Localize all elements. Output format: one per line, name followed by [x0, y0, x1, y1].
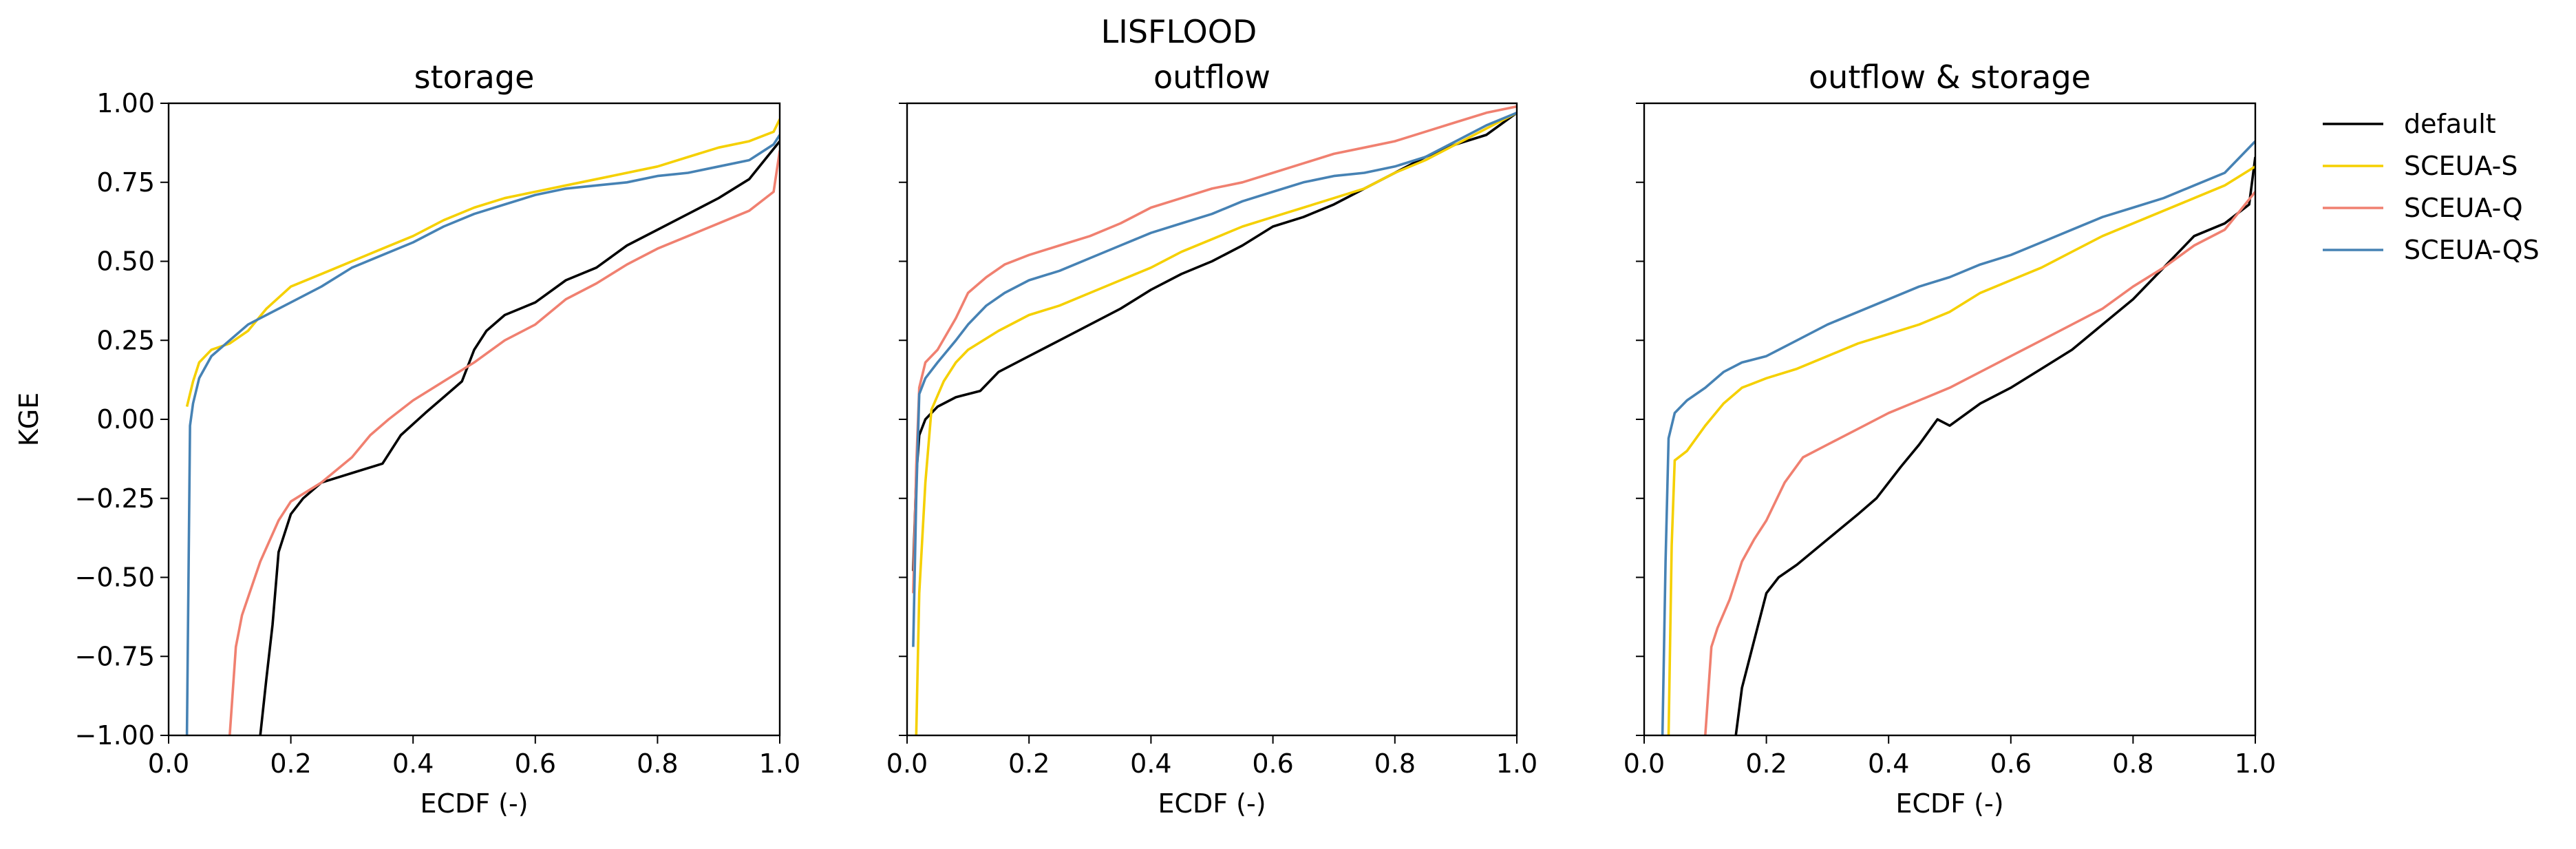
- series-group: [185, 118, 780, 735]
- legend-entry-sceua-q: SCEUA-Q: [2323, 193, 2523, 223]
- y-tick-label: −0.25: [75, 483, 155, 514]
- legend-label: SCEUA-S: [2404, 151, 2518, 181]
- y-tick-label: 0.75: [96, 167, 155, 198]
- series-group: [1661, 140, 2255, 735]
- x-tick-label: 0.4: [392, 748, 434, 779]
- x-tick-label: 1.0: [1496, 748, 1537, 779]
- panel-frame: [906, 102, 1518, 737]
- legend-label: default: [2404, 109, 2496, 139]
- x-tick-label: 0.0: [886, 748, 928, 779]
- series-line-sceua-q: [912, 105, 1517, 594]
- series-line-sceua-s: [915, 112, 1517, 735]
- series-line-sceua-q: [228, 150, 780, 735]
- panel-title: storage: [414, 59, 535, 96]
- x-tick-label: 0.8: [2112, 748, 2153, 779]
- x-axis-label: ECDF (-): [420, 788, 528, 819]
- series-line-sceua-s: [1667, 165, 2255, 735]
- y-tick-label: 1.00: [96, 88, 155, 118]
- panel-title: outflow & storage: [1809, 59, 2091, 96]
- series-line-default: [1734, 156, 2255, 735]
- legend-entry-sceua-qs: SCEUA-QS: [2323, 235, 2540, 265]
- panel-storage: storage 0.0 0.2 0.4 0.6 0.8 1.0 1.00 0.75 0.50 0.2…: [14, 59, 800, 819]
- x-tick-label: 0.8: [1374, 748, 1416, 779]
- legend-label: SCEUA-Q: [2404, 193, 2523, 223]
- y-axis-label: KGE: [14, 392, 44, 446]
- legend-entry-default: default: [2323, 109, 2496, 139]
- x-tick-label: 1.0: [759, 748, 800, 779]
- series-line-sceua-s: [185, 118, 780, 408]
- x-tick-label: 0.6: [1252, 748, 1293, 779]
- panel-frame: [1643, 102, 2257, 737]
- series-line-sceua-qs: [1661, 140, 2255, 735]
- x-tick-label: 0.8: [637, 748, 678, 779]
- y-tick-label: −0.75: [75, 641, 155, 671]
- y-tick-label: −1.00: [75, 720, 155, 751]
- figure-title: LISFLOOD: [1101, 13, 1257, 50]
- series-line-sceua-qs: [912, 112, 1517, 647]
- x-tick-label: 0.6: [515, 748, 556, 779]
- panel-frame: [167, 102, 781, 737]
- x-tick-label: 0.2: [1008, 748, 1050, 779]
- y-tick-label: −0.50: [75, 563, 155, 593]
- panel-outflow: outflow 0.0 0.2 0.4 0.6 0.8 1.0 ECDF (-): [886, 59, 1537, 819]
- x-axis-label: ECDF (-): [1895, 788, 2003, 819]
- y-tick-label: 0.00: [96, 404, 155, 434]
- x-axis-label: ECDF (-): [1158, 788, 1266, 819]
- series-line-default: [259, 140, 780, 735]
- legend-entry-sceua-s: SCEUA-S: [2323, 151, 2518, 181]
- x-tick-label: 0.0: [1624, 748, 1665, 779]
- x-tick-label: 0.4: [1130, 748, 1171, 779]
- y-tick-label: 0.50: [96, 247, 155, 277]
- x-tick-label: 1.0: [2235, 748, 2276, 779]
- x-tick-label: 0.4: [1868, 748, 1909, 779]
- panel-title: outflow: [1153, 59, 1270, 96]
- x-tick-label: 0.0: [148, 748, 189, 779]
- x-tick-label: 0.2: [270, 748, 311, 779]
- series-group: [912, 105, 1517, 735]
- x-tick-label: 0.6: [1990, 748, 2032, 779]
- legend-label: SCEUA-QS: [2404, 235, 2540, 265]
- panels: storage 0.0 0.2 0.4 0.6 0.8 1.0 1.00 0.75 0.50 0.2…: [14, 59, 2276, 819]
- x-tick-label: 0.2: [1745, 748, 1787, 779]
- series-line-sceua-q: [1704, 191, 2255, 735]
- legend: default SCEUA-S SCEUA-Q SCEUA-QS: [2323, 109, 2540, 265]
- y-tick-label: 0.25: [96, 325, 155, 355]
- panel-outflow-storage: outflow & storage 0.0 0.2 0.4 0.6 0.8 1.0 ECDF …: [1624, 59, 2276, 819]
- series-line-sceua-qs: [185, 134, 780, 735]
